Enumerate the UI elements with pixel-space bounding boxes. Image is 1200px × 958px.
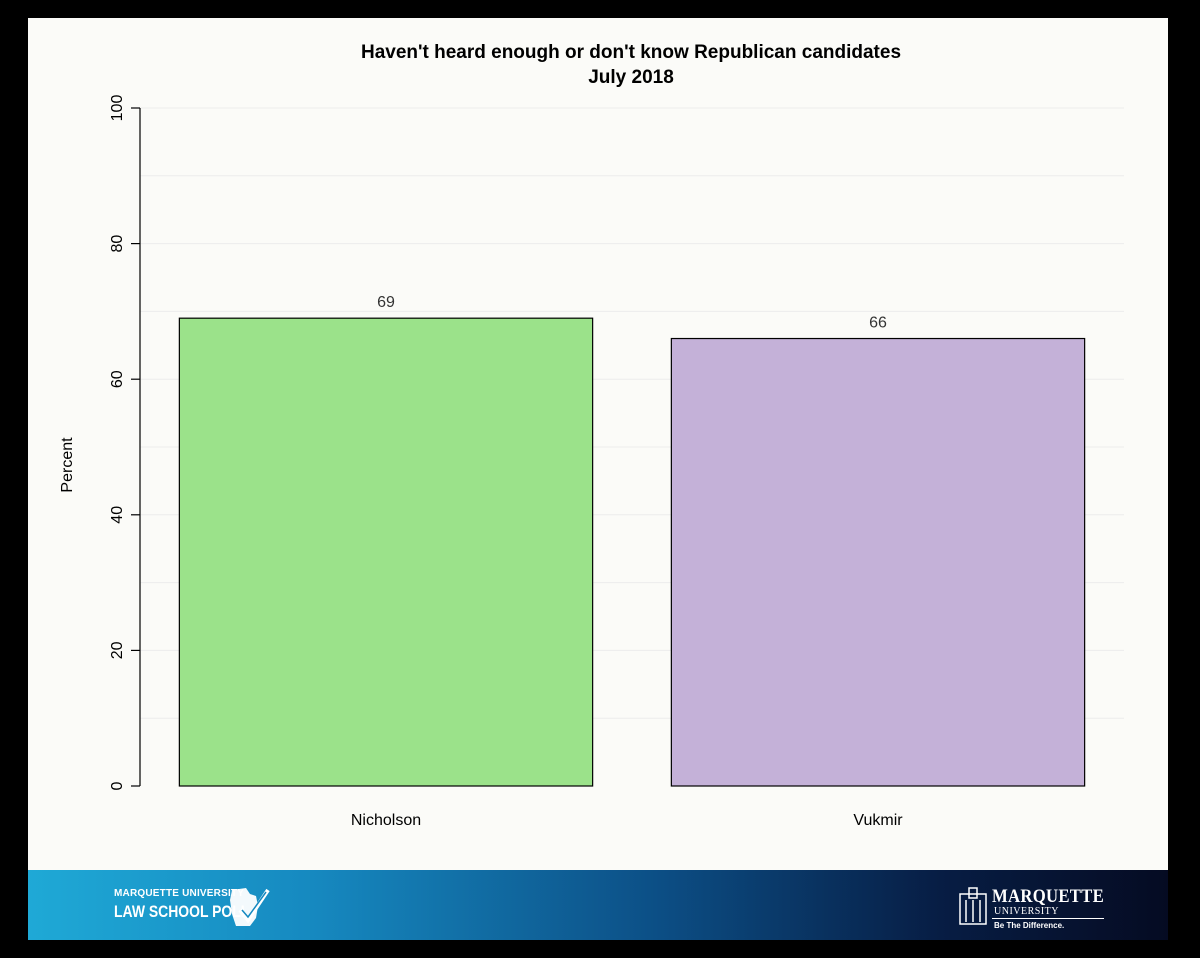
chart-slide: Haven't heard enough or don't know Repub… [28,18,1168,940]
x-category-label: Nicholson [351,812,421,829]
marquette-university-logo: MARQUETTE UNIVERSITY Be The Difference. [958,884,1118,932]
bar [178,317,594,787]
footer-banner: MARQUETTE UNIVERSITY LAW SCHOOL POLL MAR… [28,870,1168,940]
university-name: MARQUETTE [992,886,1105,907]
y-tick-label: 80 [109,235,126,253]
university-tagline: Be The Difference. [994,921,1065,930]
university-sub: UNIVERSITY [994,906,1059,917]
x-category-label: Vukmir [853,812,903,829]
y-axis-label: Percent [59,437,76,493]
y-tick-label: 60 [109,370,126,388]
crest-icon [959,887,987,925]
y-tick-label: 20 [109,641,126,659]
chart-subtitle: July 2018 [588,67,674,88]
y-tick-label: 100 [109,95,126,122]
chart-title: Haven't heard enough or don't know Repub… [361,42,901,63]
logo-divider [992,918,1104,919]
y-tick-label: 0 [109,781,126,790]
law-school-poll-logo: MARQUETTE UNIVERSITY LAW SCHOOL POLL [114,884,270,930]
bar-chart: Haven't heard enough or don't know Repub… [59,42,1124,829]
poll-logo-line2: LAW SCHOOL POLL [114,902,250,921]
data-label: 66 [869,315,887,332]
poll-logo-line1: MARQUETTE UNIVERSITY [114,888,245,899]
data-label: 69 [377,294,395,311]
y-tick-label: 40 [109,506,126,524]
wisconsin-checkmark-icon [230,888,270,926]
bar [670,337,1086,787]
